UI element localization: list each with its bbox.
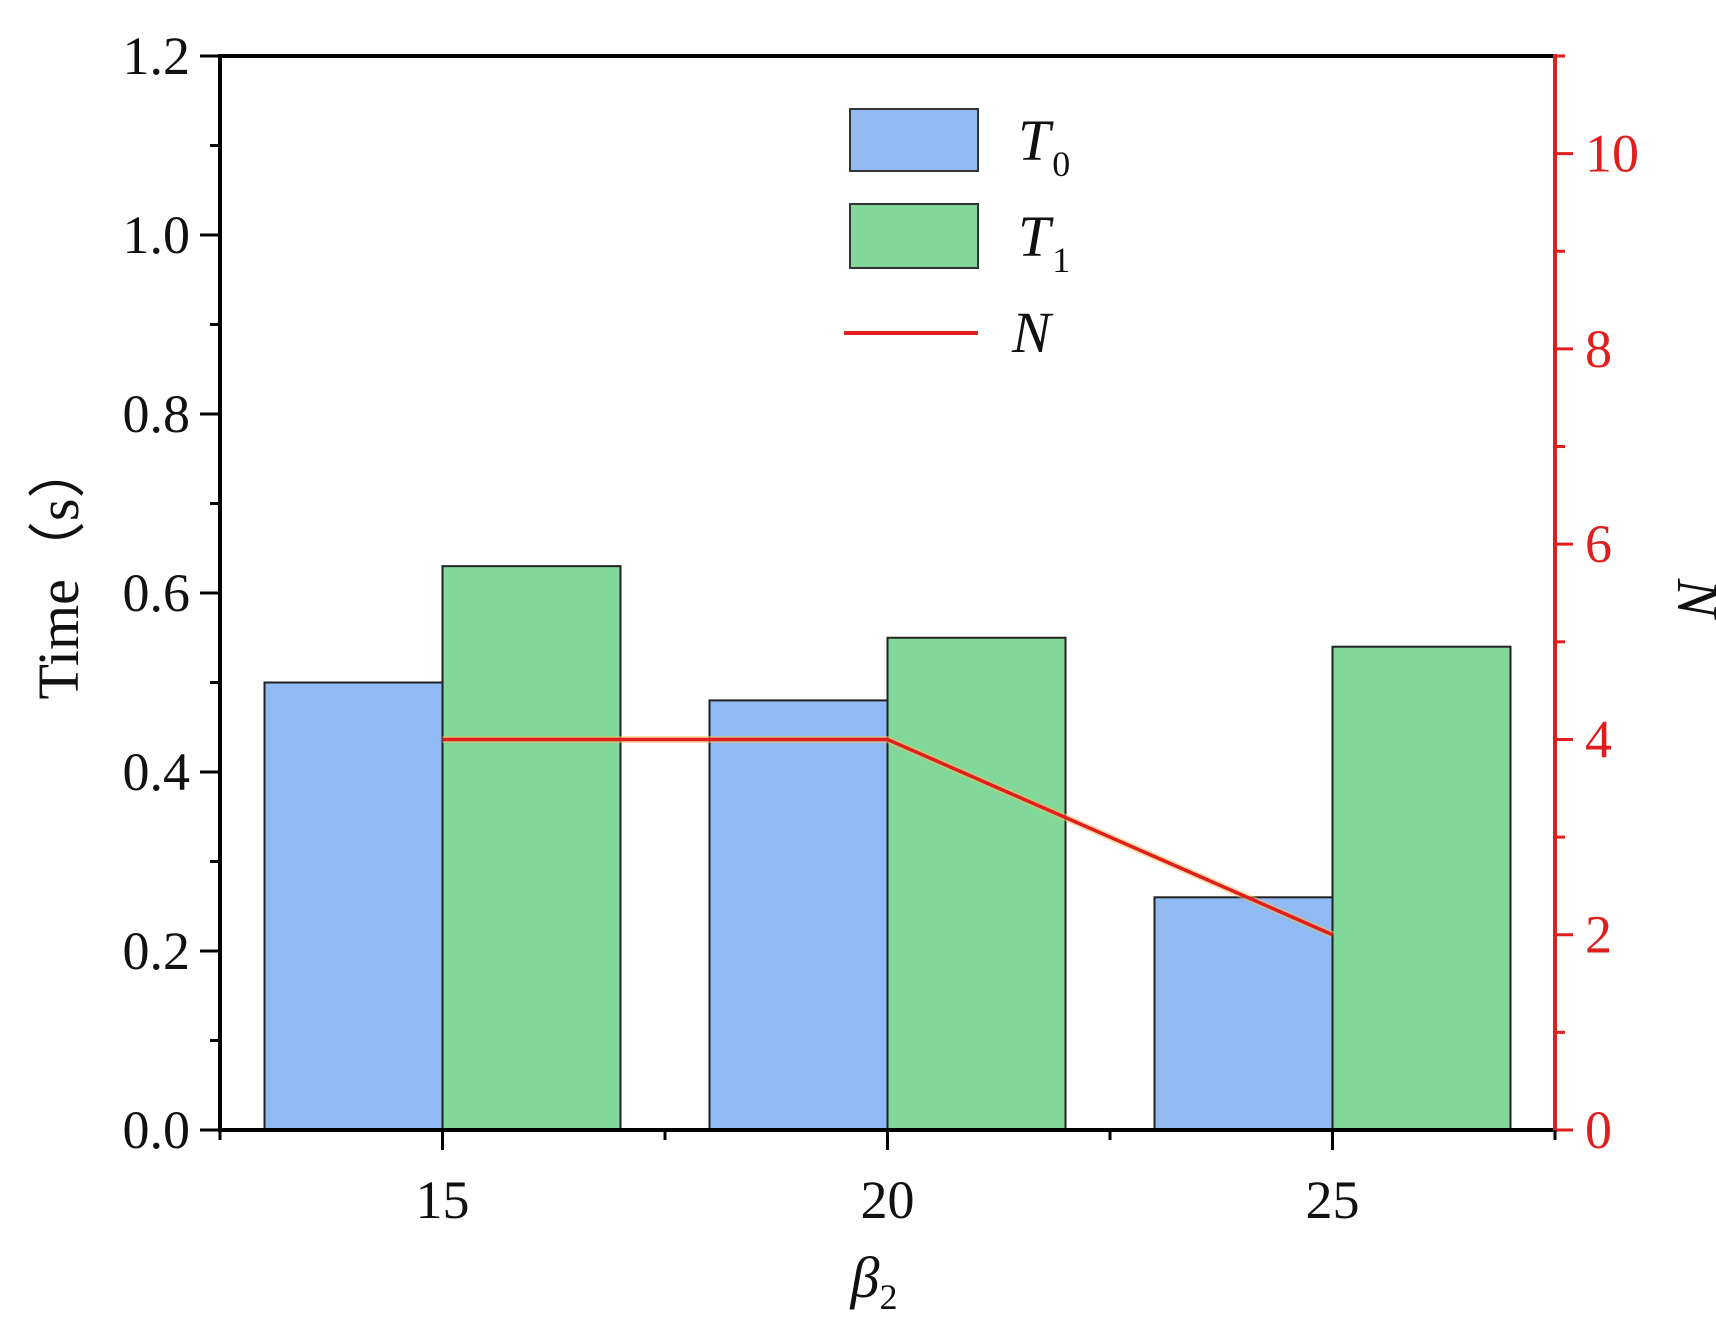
x-axis-title: β2 [850, 1245, 898, 1317]
y-tick-label-0.0: 0.0 [123, 1100, 191, 1160]
y-tick-label-1.0: 1.0 [123, 205, 191, 265]
x-tick-label-20: 20 [861, 1170, 915, 1230]
legend-label-t1: T1 [1018, 204, 1070, 280]
bar-t0-20 [708, 699, 889, 1132]
y2-tick-label-0: 0 [1585, 1100, 1612, 1160]
bars-layer [263, 565, 1512, 1132]
x-axis-title-main: β [850, 1245, 880, 1310]
x-tick-label-15: 15 [416, 1170, 470, 1230]
y2-tick-label-4: 4 [1585, 709, 1612, 769]
y2-tick-label-6: 6 [1585, 514, 1612, 574]
legend-label-t1-sub: 1 [1052, 240, 1070, 280]
y-tick-label-1.2: 1.2 [123, 26, 191, 86]
y2-tick-label-8: 8 [1585, 319, 1612, 379]
y-tick-label-0.6: 0.6 [123, 563, 191, 623]
y-tick-label-0.2: 0.2 [123, 921, 191, 981]
bar-t1-20 [886, 636, 1067, 1131]
y-tick-label-0.4: 0.4 [123, 742, 191, 802]
left-y-axis: 0.0 0.2 0.4 0.6 0.8 1.0 1.2 [123, 26, 220, 1160]
legend-label-t0-main: T [1018, 108, 1054, 173]
legend-label-n: N [1011, 300, 1054, 365]
y2-tick-label-2: 2 [1585, 905, 1612, 965]
x-axis: 15 20 25 [218, 1130, 1557, 1230]
bar-t0-15 [263, 681, 444, 1131]
bar-t1-25 [1331, 645, 1512, 1131]
legend-label-t0-sub: 0 [1052, 144, 1070, 184]
n-line [442, 737, 1334, 937]
right-y-axis: 0 2 4 6 8 10 [1555, 54, 1639, 1160]
legend-label-t1-main: T [1018, 204, 1054, 269]
y-axis-title: Time（s） [26, 441, 91, 700]
y-tick-label-0.8: 0.8 [123, 384, 191, 444]
bar-t0-25 [1153, 896, 1334, 1131]
legend-swatch-t1 [849, 203, 979, 269]
legend-label-t0: T0 [1018, 108, 1070, 184]
x-axis-title-subscript: 2 [879, 1277, 897, 1317]
bar-t1-15 [441, 565, 622, 1131]
y2-tick-label-10: 10 [1585, 124, 1639, 184]
right-y-axis-title: N [1665, 578, 1716, 621]
line-layer [442, 735, 1334, 938]
legend-swatch-t0 [849, 108, 979, 172]
x-tick-label-25: 25 [1306, 1170, 1360, 1230]
legend: T0 T1 N [844, 108, 1070, 365]
